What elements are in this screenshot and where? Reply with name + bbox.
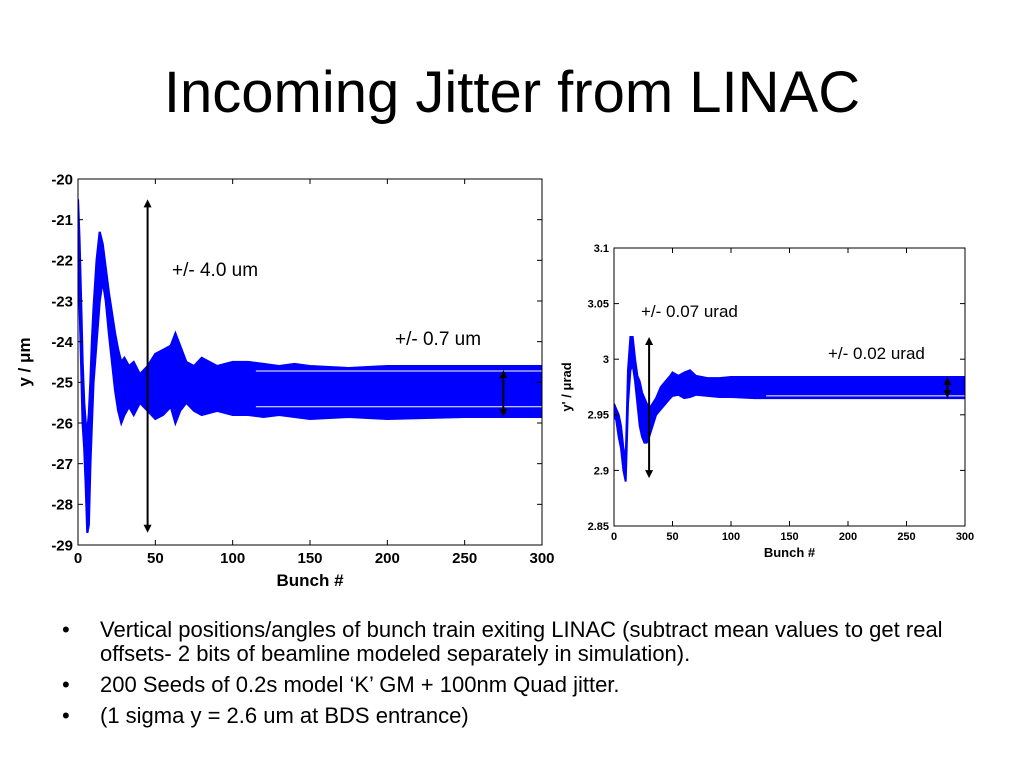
bullet-list: • Vertical positions/angles of bunch trai… [60,618,990,735]
series-edge-y_upper [78,199,542,432]
slide-title: Incoming Jitter from LINAC [163,60,861,125]
y-tick-label: -29 [51,537,73,554]
y-axis-label: y' / μrad [559,362,574,411]
bullet-text: 200 Seeds of 0.2s model ‘K’ GM + 100nm Q… [100,672,620,697]
x-tick-label: 0 [74,550,82,567]
y-tick-label: 2.95 [588,410,609,422]
range-arrow-head [645,470,654,479]
data-series [614,336,965,482]
range-annotation-label: +/- 4.0 um [172,260,258,281]
y-tick-label: -21 [51,212,73,229]
y-tick-label: 3.05 [588,298,609,310]
bullet-text: (1 sigma y = 2.6 um at BDS entrance) [100,703,469,728]
y-tick-label: -23 [51,293,73,310]
range-arrow-head [499,408,508,417]
series-edge-y_lower [78,239,542,534]
range-arrow-head [645,336,654,345]
bullet-item: • 200 Seeds of 0.2s model ‘K’ GM + 100nm … [60,673,990,697]
y-tick-label: 2.9 [594,465,609,477]
range-arrow-head [943,376,952,385]
y-tick-label: 3 [603,354,609,366]
series-edge-y_lower [614,361,965,482]
y-tick-label: 2.85 [588,521,609,533]
y-tick-label: -22 [51,253,73,270]
y-axis-label: y / μm [15,337,34,386]
range-annotation-label: +/- 0.07 urad [641,302,738,321]
x-axis-label: Bunch # [276,571,344,590]
x-tick-label: 300 [956,531,974,543]
bullet-text: Vertical positions/angles of bunch train… [100,617,943,666]
x-tick-label: 100 [722,531,740,543]
x-tick-label: 300 [529,550,554,567]
range-annotation-label: +/- 0.7 um [395,329,481,350]
range-arrow-head [943,390,952,399]
bullet-item: • (1 sigma y = 2.6 um at BDS entrance) [60,704,990,728]
range-arrow-head [143,524,152,533]
x-tick-label: 200 [375,550,400,567]
x-tick-label: 250 [452,550,477,567]
x-axis-label: Bunch # [764,545,816,560]
x-tick-label: 250 [897,531,915,543]
range-arrow-head [499,370,508,379]
bullet-item: • Vertical positions/angles of bunch trai… [60,618,990,666]
x-tick-label: 150 [780,531,798,543]
range-arrow-head [143,199,152,208]
y-tick-label: -28 [51,497,73,514]
y-tick-label: -20 [51,171,73,188]
bullet-dot: • [62,672,70,697]
y-tick-label: -24 [51,334,73,351]
y-tick-label: 3.1 [594,243,609,255]
y-tick-label: -26 [51,415,73,432]
bullet-dot: • [62,617,70,642]
x-tick-label: 0 [611,531,617,543]
bullet-dot: • [62,703,70,728]
y-tick-label: -25 [51,375,73,392]
x-tick-label: 50 [666,531,678,543]
x-tick-label: 100 [220,550,245,567]
chart-y-position: 0 50 100 150 200 250 300 -20 -21 -22 -23 -24 -25 -26 -… [15,171,555,590]
y-tick-label: -27 [51,456,73,473]
x-tick-label: 200 [839,531,857,543]
x-tick-label: 50 [147,550,164,567]
range-annotation-label: +/- 0.02 urad [828,344,925,363]
chart-y-angle: 0 50 100 150 200 250 300 2.85 2.9 2.95 3 3.05 3.1 Bun… [559,243,974,560]
data-series [78,199,542,534]
x-tick-label: 150 [297,550,322,567]
